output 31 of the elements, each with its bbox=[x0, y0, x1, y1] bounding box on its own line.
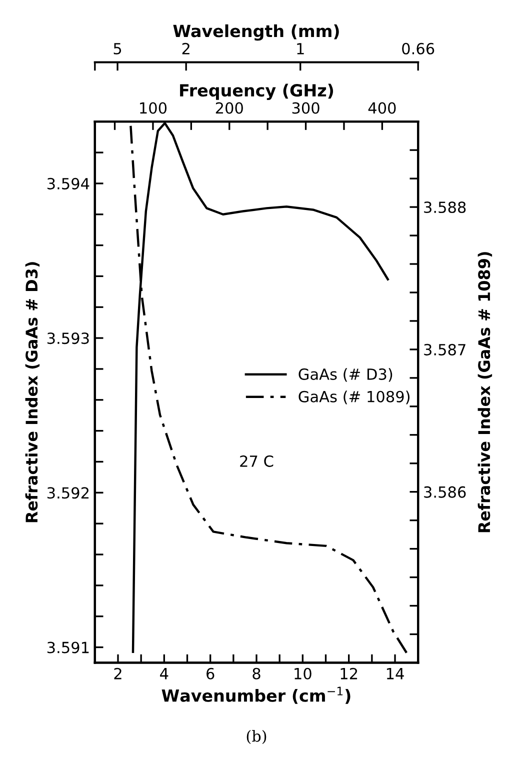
x-tick-label: 2 bbox=[114, 668, 122, 680]
y2-tick-label: 3.586 bbox=[424, 486, 466, 498]
y2-tick-label: 3.588 bbox=[424, 202, 466, 214]
x2-tick-label: 300 bbox=[292, 102, 320, 114]
x-tick-label: 10 bbox=[294, 668, 312, 680]
x-tick-label: 12 bbox=[340, 668, 358, 680]
text: 2 bbox=[182, 42, 190, 54]
y2-tick-label: 3.587 bbox=[424, 344, 466, 356]
legend-label: GaAs (# D3) bbox=[298, 368, 392, 382]
x-axis-title: Wavenumber (cm$^{−1}$) bbox=[162, 686, 350, 704]
text: 0.66 bbox=[402, 42, 434, 54]
x-tick-label: 4 bbox=[160, 668, 168, 680]
text: Wavelength (mm) bbox=[173, 24, 339, 41]
y-tick-label: 3.591 bbox=[47, 642, 89, 654]
text: 1 bbox=[297, 43, 304, 54]
x-tick-label: 14 bbox=[386, 668, 404, 680]
annotation: 27 C bbox=[240, 455, 274, 467]
text: (b) bbox=[246, 730, 266, 744]
y-tick-label: 3.593 bbox=[47, 332, 89, 344]
legend-label: GaAs (# 1089) bbox=[298, 390, 410, 404]
x2-tick-label: 100 bbox=[140, 102, 167, 114]
text: 5 bbox=[114, 43, 122, 54]
x-tick-label: 6 bbox=[206, 668, 214, 680]
y-tick-label: 3.594 bbox=[47, 178, 90, 190]
x2-axis-title: Frequency (GHz) bbox=[180, 84, 334, 100]
y-tick-label: 3.592 bbox=[47, 487, 89, 499]
y-axis-title: Refractive Index (GaAs # D3) bbox=[25, 262, 40, 522]
y2-axis-title: Refractive Index (GaAs # 1089) bbox=[478, 252, 492, 532]
x-tick-label: 8 bbox=[252, 668, 260, 680]
x2-tick-label: 400 bbox=[368, 102, 396, 114]
x2-tick-label: 200 bbox=[216, 102, 243, 114]
